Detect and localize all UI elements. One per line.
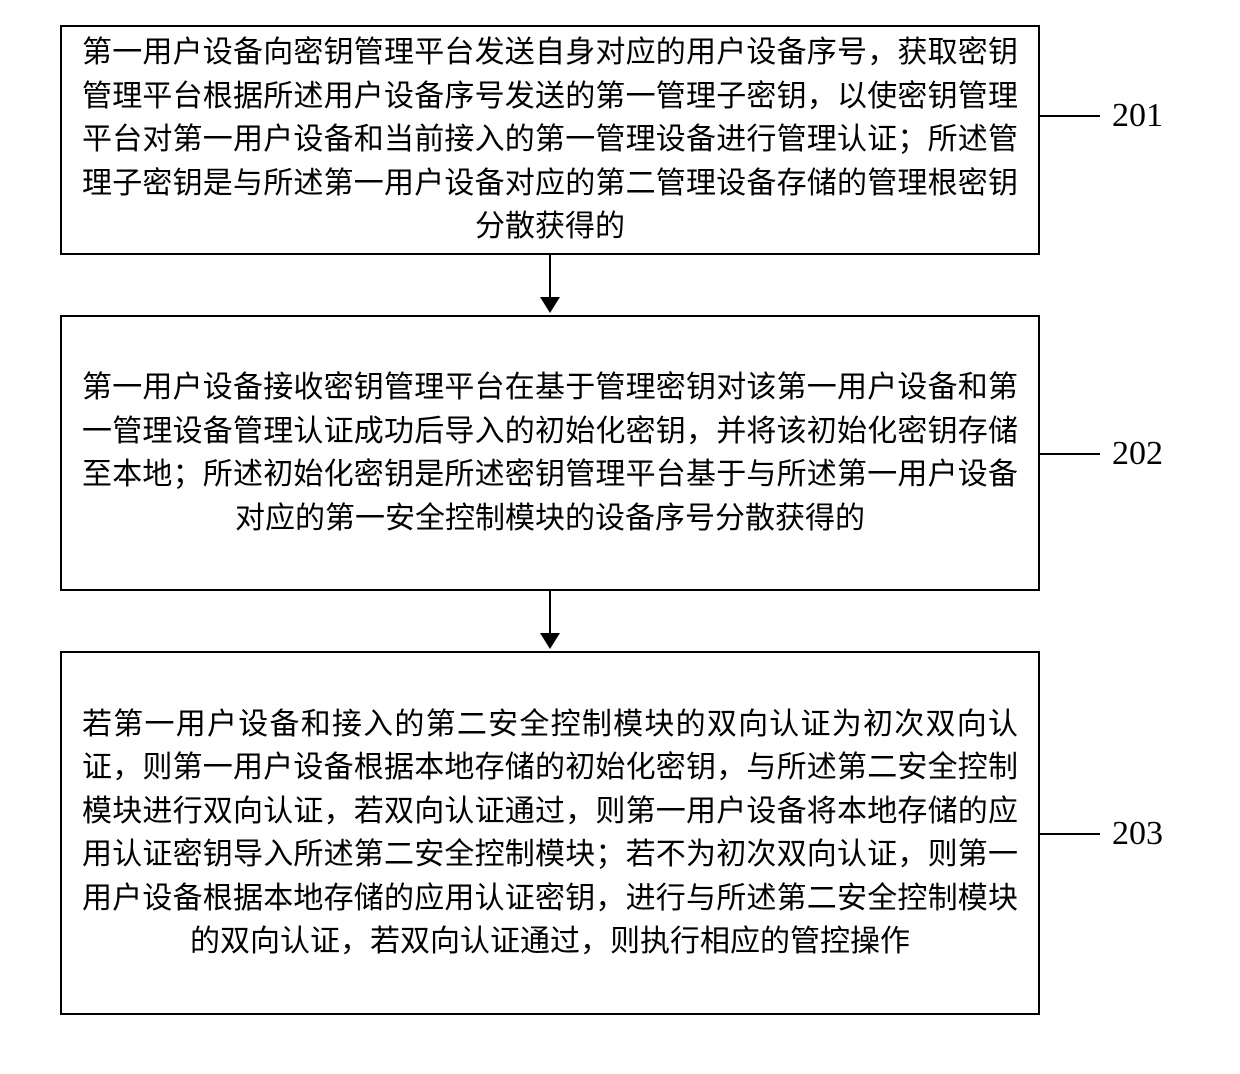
arrow-down-icon <box>530 255 570 315</box>
step-label-203: 203 <box>1112 815 1163 853</box>
step-box-201: 第一用户设备向密钥管理平台发送自身对应的用户设备序号，获取密钥管理平台根据所述用… <box>60 25 1040 255</box>
arrow-connector <box>60 591 1040 651</box>
label-connector-line <box>1040 115 1100 117</box>
flowchart-container: 第一用户设备向密钥管理平台发送自身对应的用户设备序号，获取密钥管理平台根据所述用… <box>60 25 1180 1015</box>
step-text: 第一用户设备接收密钥管理平台在基于管理密钥对该第一用户设备和第一管理设备管理认证… <box>82 366 1018 540</box>
step-row: 第一用户设备接收密钥管理平台在基于管理密钥对该第一用户设备和第一管理设备管理认证… <box>60 315 1180 591</box>
step-box-203: 若第一用户设备和接入的第二安全控制模块的双向认证为初次双向认证，则第一用户设备根… <box>60 651 1040 1015</box>
step-row: 若第一用户设备和接入的第二安全控制模块的双向认证为初次双向认证，则第一用户设备根… <box>60 651 1180 1015</box>
step-label-202: 202 <box>1112 435 1163 473</box>
arrow-connector <box>60 255 1040 315</box>
step-label-201: 201 <box>1112 97 1163 135</box>
label-connector-line <box>1040 453 1100 455</box>
step-row: 第一用户设备向密钥管理平台发送自身对应的用户设备序号，获取密钥管理平台根据所述用… <box>60 25 1180 255</box>
label-connector-line <box>1040 833 1100 835</box>
step-text: 第一用户设备向密钥管理平台发送自身对应的用户设备序号，获取密钥管理平台根据所述用… <box>82 31 1018 249</box>
step-box-202: 第一用户设备接收密钥管理平台在基于管理密钥对该第一用户设备和第一管理设备管理认证… <box>60 315 1040 591</box>
step-text: 若第一用户设备和接入的第二安全控制模块的双向认证为初次双向认证，则第一用户设备根… <box>82 703 1018 964</box>
arrow-down-icon <box>530 591 570 651</box>
